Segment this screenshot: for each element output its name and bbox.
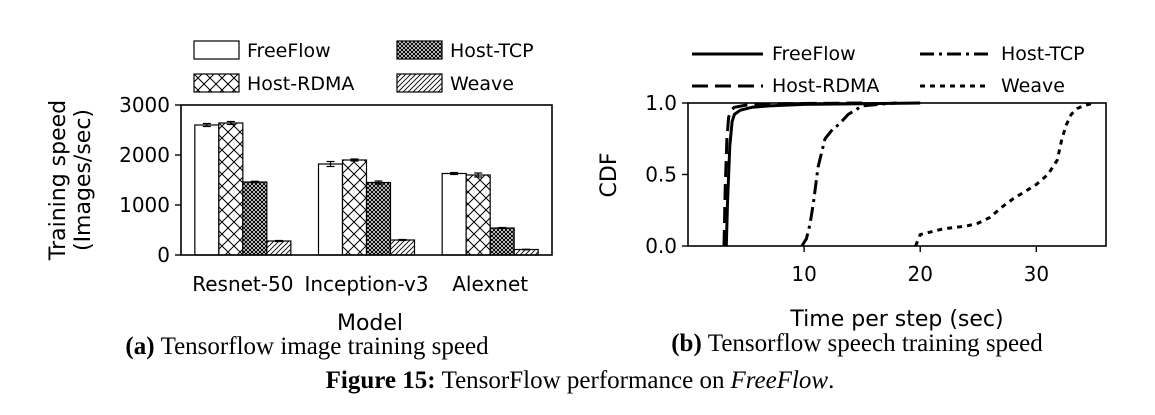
figure-caption-label: Figure 15:: [326, 367, 436, 394]
legend-swatch-weave: [396, 73, 443, 93]
plot-area-frame-a: [180, 104, 553, 256]
x-tick-label-b-2: 30: [1024, 262, 1049, 286]
y-axis-title-line1: Training speed: [46, 100, 71, 261]
bar-weave-resnet-50: [266, 240, 292, 256]
figure-caption-end: .: [828, 367, 834, 394]
legend-swatch-host-tcp: [396, 40, 443, 60]
bar-freeflow-inception-v3: [317, 163, 344, 256]
legend-label-weave: Weave: [450, 73, 514, 95]
bar-freeflow-alexnet: [441, 172, 467, 256]
bar-freeflow-resnet-50: [194, 124, 220, 256]
figure-caption-em: FreeFlow: [729, 367, 828, 394]
caption-b-text: Tensorflow speech training speed: [708, 330, 1043, 357]
x-axis-title-b: Time per step (sec): [789, 307, 1003, 332]
x-category-label-0: Resnet-50: [192, 272, 293, 296]
bar-host-rdma-resnet-50: [218, 122, 244, 256]
caption-a-label: (a): [125, 333, 154, 360]
cdf-chart-panel: FreeFlow Host-TCP Host-RDMA Weave CDF 0.…: [597, 43, 1107, 332]
legend-label-host-rdma-b: Host-RDMA: [772, 75, 879, 97]
legend-label-host-tcp-b: Host-TCP: [1001, 43, 1085, 65]
legend-b: FreeFlow Host-TCP Host-RDMA Weave: [692, 43, 1085, 97]
caption-b-label: (b): [671, 330, 702, 357]
legend-swatch-host-rdma: [193, 73, 240, 93]
bar-chart-panel: FreeFlow Host-TCP Host-RDMA Weave Traini…: [46, 40, 553, 336]
bar-weave-inception-v3: [389, 239, 416, 256]
bar-host-tcp-resnet-50: [242, 181, 268, 256]
legend-label-freeflow-b: FreeFlow: [772, 43, 856, 65]
caption-a: (a) Tensorflow image training speed: [125, 333, 489, 360]
legend-a: FreeFlow Host-TCP Host-RDMA Weave: [193, 40, 534, 95]
y-axis-title-line2: (Images/sec): [71, 109, 96, 251]
y-tick-label-b-1: 0.5: [645, 163, 677, 187]
x-category-label-2: Alexnet: [452, 272, 528, 296]
figure-caption: Figure 15: TensorFlow performance on FreeF…: [326, 367, 835, 394]
caption-a-text: Tensorflow image training speed: [161, 333, 490, 360]
y-tick-label-a-0: 0: [157, 243, 170, 267]
y-axis-title-b: CDF: [597, 153, 622, 198]
cdf-line-host-rdma: [722, 101, 863, 247]
y-tick-label-a-2: 2000: [119, 143, 170, 167]
bar-host-tcp-inception-v3: [365, 181, 392, 256]
x-category-label-1: Inception-v3: [304, 272, 428, 296]
cdf-line-freeflow: [724, 101, 921, 247]
x-axis-title-a: Model: [337, 311, 403, 336]
y-tick-label-a-3: 3000: [119, 93, 170, 117]
legend-label-host-rdma: Host-RDMA: [247, 73, 354, 95]
legend-label-freeflow: FreeFlow: [247, 40, 331, 62]
y-tick-label-a-1: 1000: [119, 193, 170, 217]
figure-caption-text: TensorFlow performance on: [442, 367, 725, 394]
cdf-line-weave: [914, 101, 1095, 247]
caption-b: (b) Tensorflow speech training speed: [671, 330, 1043, 357]
bar-host-tcp-alexnet: [489, 227, 515, 256]
y-tick-label-b-2: 1.0: [645, 91, 677, 115]
bar-host-rdma-alexnet: [465, 174, 491, 256]
legend-swatch-freeflow: [193, 40, 240, 60]
cdf-line-host-tcp: [800, 101, 898, 247]
bar-host-rdma-inception-v3: [341, 159, 368, 256]
plot-area-frame-b: [687, 102, 1107, 247]
x-tick-label-b-0: 10: [791, 262, 816, 286]
y-tick-label-b-0: 0.0: [645, 234, 677, 258]
legend-label-weave-b: Weave: [1001, 75, 1065, 97]
legend-label-host-tcp: Host-TCP: [450, 40, 534, 62]
x-tick-label-b-1: 20: [907, 262, 932, 286]
